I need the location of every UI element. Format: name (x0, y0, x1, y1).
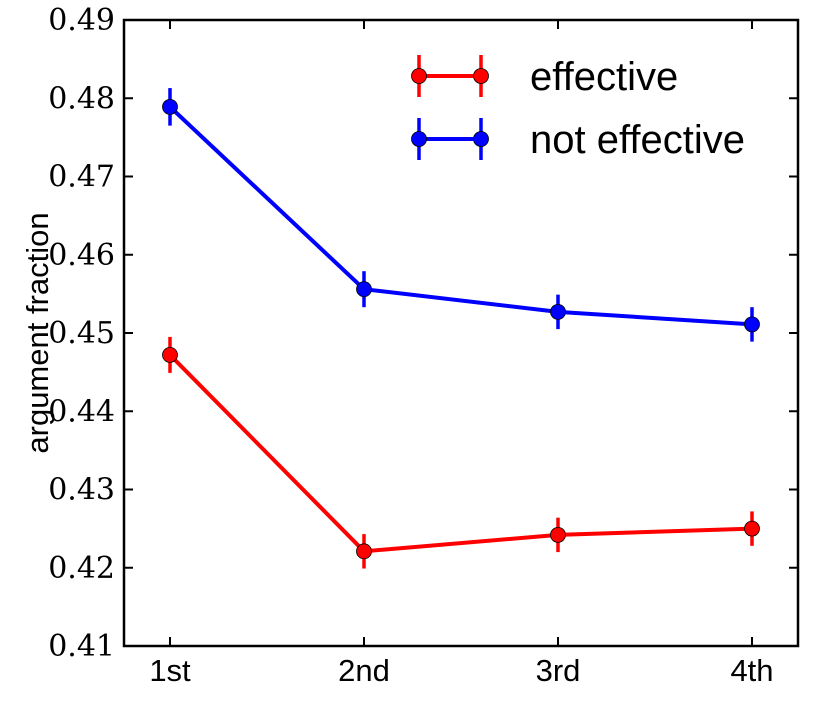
series-line (168, 105, 753, 327)
legend-entry: not effective (411, 118, 745, 162)
series-not-effective (162, 88, 760, 342)
y-tick-label: 0.45 (48, 316, 115, 351)
legend-label: not effective (530, 118, 745, 162)
data-point (162, 347, 178, 363)
legend-marker (411, 68, 427, 84)
data-point (550, 303, 566, 320)
plot-frame (122, 18, 800, 648)
data-point (744, 520, 760, 537)
y-tick-label: 0.48 (48, 81, 115, 116)
y-axis-label: argument fraction (20, 212, 55, 453)
series-layer (162, 88, 760, 569)
y-axis: 0.41 0.42 0.43 0.44 0.45 0.46 0.47 0.48 0.49 (48, 3, 798, 664)
legend-marker (411, 131, 427, 147)
y-tick-label: 0.49 (48, 3, 115, 38)
series-line (168, 353, 753, 554)
data-point (356, 281, 372, 298)
data-point (162, 98, 178, 115)
series-effective (162, 336, 760, 569)
x-tick-label: 2nd (338, 653, 390, 688)
x-tick-label: 4th (730, 653, 773, 688)
y-tick-label: 0.41 (48, 629, 115, 664)
x-axis: 1st 2nd 3rd 4th (149, 20, 774, 688)
y-tick-label: 0.47 (48, 160, 115, 195)
y-tick-label: 0.44 (48, 394, 115, 429)
legend-marker (473, 131, 489, 147)
x-tick-label: 3rd (536, 653, 581, 688)
legend-entry: effective (411, 55, 678, 99)
legend-marker (473, 68, 489, 84)
data-point (356, 543, 372, 560)
x-tick-label: 1st (149, 653, 191, 688)
legend: effective not effective (411, 55, 745, 162)
data-point (550, 526, 566, 543)
legend-label: effective (530, 55, 678, 99)
y-tick-label: 0.43 (48, 473, 115, 508)
y-tick-label: 0.46 (48, 238, 115, 273)
data-point (744, 316, 760, 333)
y-tick-label: 0.42 (48, 551, 115, 586)
